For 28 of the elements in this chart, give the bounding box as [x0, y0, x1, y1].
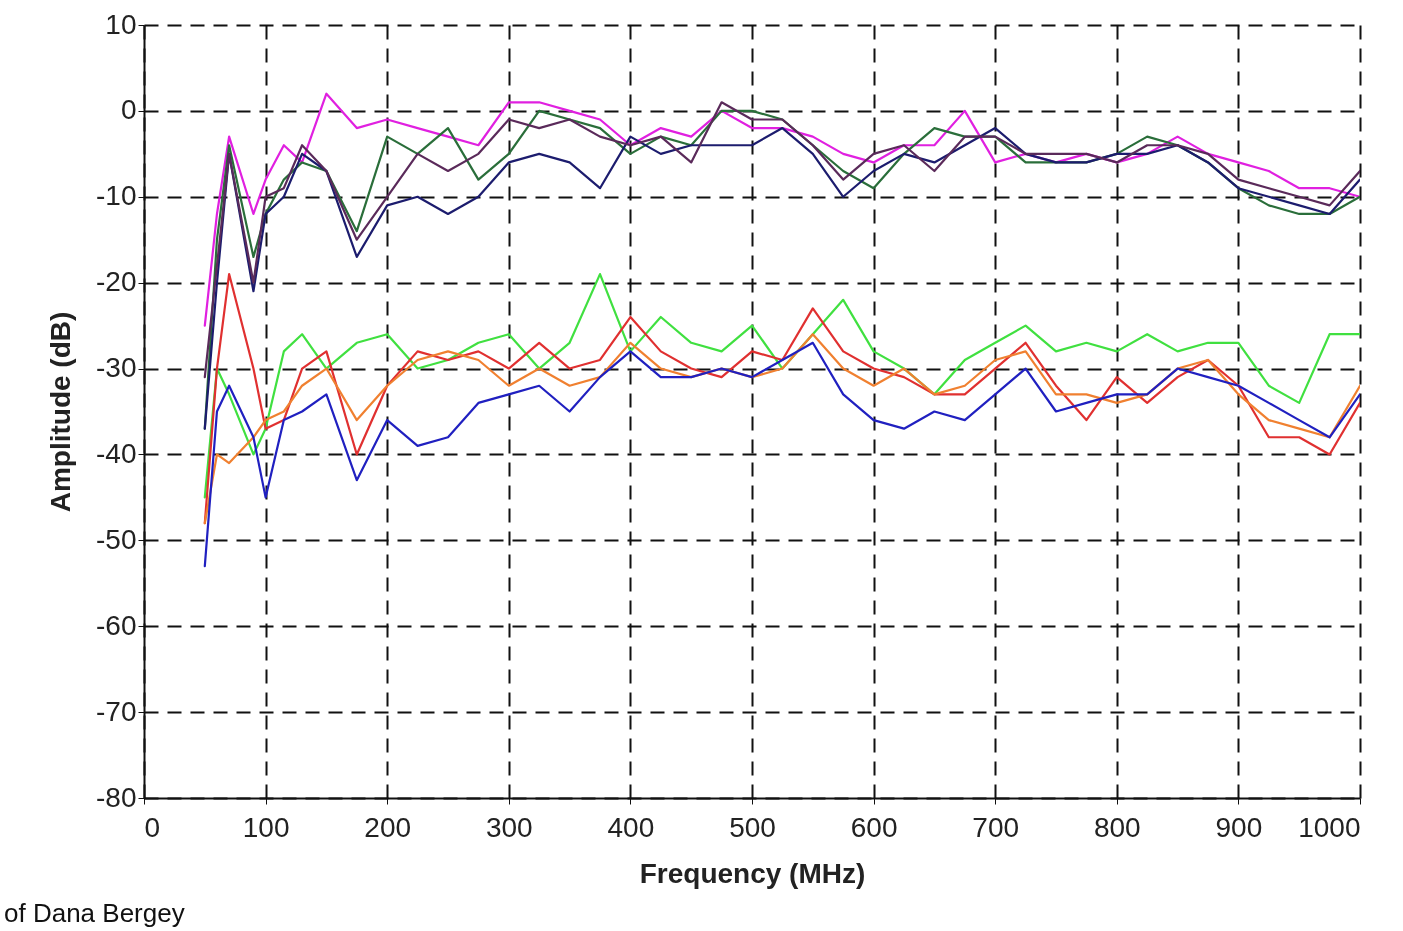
y-tick-label: -70: [96, 695, 137, 727]
x-tick-label: 700: [972, 811, 1020, 843]
x-tick-label: 100: [242, 811, 290, 843]
y-tick-label: 10: [105, 8, 137, 40]
y-tick-label: 0: [120, 94, 137, 126]
x-tick-label: 1000: [1298, 811, 1361, 843]
x-tick-label: 900: [1215, 811, 1263, 843]
y-tick-label: -30: [96, 352, 137, 384]
text: of Dana Bergey: [4, 898, 185, 929]
y-tick-label: -80: [96, 781, 137, 813]
y-tick-label: -60: [96, 609, 137, 641]
x-tick-label: 300: [485, 811, 533, 843]
y-tick-label: -40: [96, 437, 137, 469]
y-tick-label: -10: [96, 180, 137, 212]
x-tick-label: 0: [144, 811, 161, 843]
line-series: [203, 341, 1360, 568]
x-tick-label: 500: [729, 811, 776, 843]
line-series: [203, 333, 1360, 525]
x-tick-label: 200: [364, 811, 412, 843]
y-tick-label: -20: [96, 266, 137, 298]
line-series: [203, 101, 1360, 379]
y-axis-title: Amplitude (dB): [45, 311, 77, 513]
x-tick-label: 800: [1093, 811, 1141, 843]
y-tick-label: -50: [96, 523, 137, 555]
x-tick-label: 600: [850, 811, 898, 843]
line-series: [203, 92, 1360, 327]
x-tick-label: 400: [607, 811, 655, 843]
x-axis-title: Frequency (MHz): [639, 857, 866, 889]
